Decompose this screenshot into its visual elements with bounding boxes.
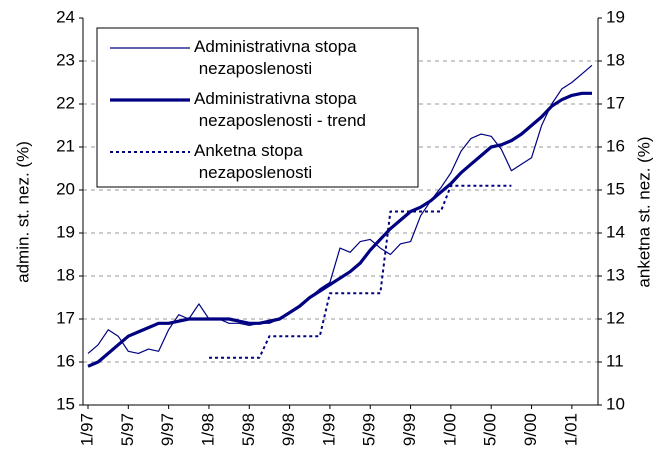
x-tick-label: 9/98 (279, 413, 298, 446)
x-tick-label: 1/98 (198, 413, 217, 446)
y2-tick-label: 10 (606, 394, 625, 413)
legend: Administrativna stopa nezaposlenosti Admi… (96, 27, 419, 188)
y2-tick-label: 18 (606, 50, 625, 69)
y2-axis-label: anketna st. nez. (%) (634, 136, 653, 287)
x-tick-label: 1/00 (440, 413, 459, 446)
y2-tick-label: 13 (606, 265, 625, 284)
y2-tick-label: 17 (606, 93, 625, 112)
y-tick-label: 21 (56, 136, 75, 155)
legend-label: Anketna stopa nezaposlenosti (194, 141, 312, 182)
x-tick-label: 5/00 (481, 413, 500, 446)
y-tick-label: 24 (56, 7, 75, 26)
series-line (87, 64, 593, 354)
series-line (87, 91, 592, 368)
y-axis-label: admin. st. nez. (%) (13, 141, 32, 283)
y2-tick-label: 12 (606, 308, 625, 327)
x-tick-label: 9/97 (158, 413, 177, 446)
y-tick-label: 19 (56, 222, 75, 241)
series-line (209, 184, 512, 359)
x-tick-label: 1/01 (561, 413, 580, 446)
y2-tick-label: 14 (606, 222, 625, 241)
legend-label: Administrativna stopa nezaposlenosti - t… (194, 89, 366, 130)
x-tick-label: 5/97 (118, 413, 137, 446)
y2-tick-label: 15 (606, 179, 625, 198)
legend-box (96, 27, 419, 188)
x-tick-label: 5/99 (360, 413, 379, 446)
y-tick-label: 16 (56, 351, 75, 370)
y-tick-label: 23 (56, 50, 75, 69)
y-tick-label: 15 (56, 394, 75, 413)
y-tick-label: 20 (56, 179, 75, 198)
y-tick-label: 18 (56, 265, 75, 284)
x-tick-label: 1/97 (77, 413, 96, 446)
x-tick-label: 5/98 (239, 413, 258, 446)
x-tick-label: 9/99 (400, 413, 419, 446)
x-tick-label: 1/99 (319, 413, 338, 446)
y2-tick-label: 16 (606, 136, 625, 155)
y-tick-label: 22 (56, 93, 75, 112)
y-tick-label: 17 (56, 308, 75, 327)
y2-tick-label: 11 (606, 351, 624, 370)
y2-tick-label: 19 (606, 7, 625, 26)
legend-label: Administrativna stopa nezaposlenosti (194, 37, 357, 78)
x-tick-label: 9/00 (521, 413, 540, 446)
